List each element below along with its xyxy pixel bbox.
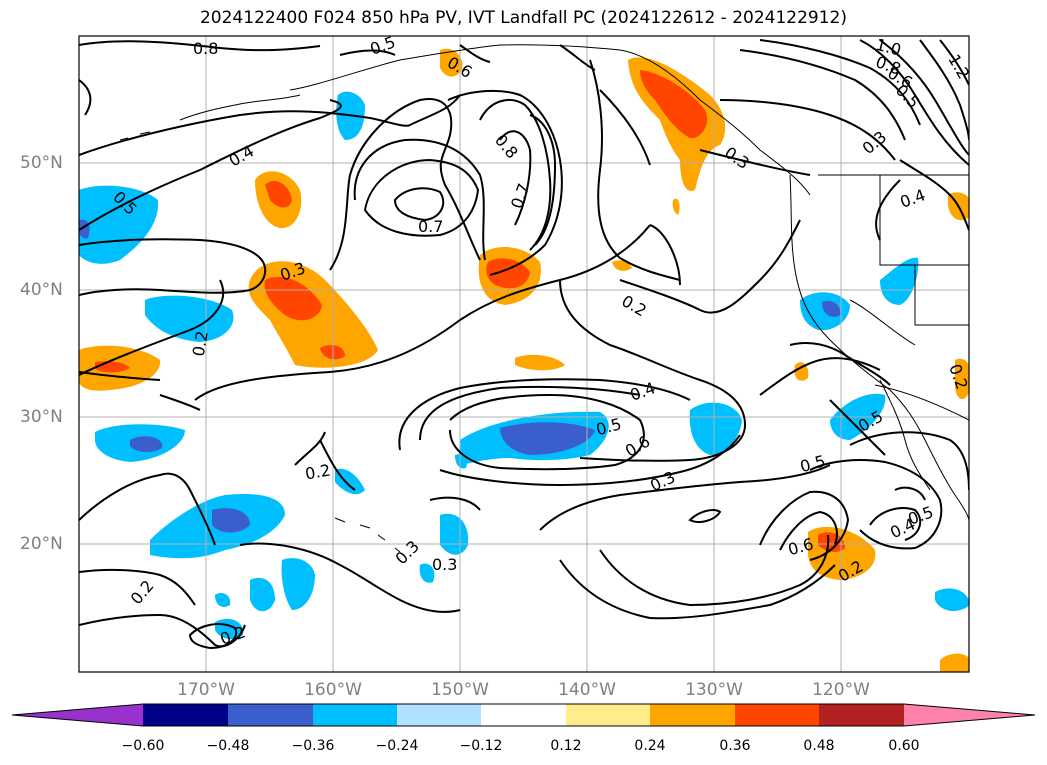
contour-label: 0.2: [304, 460, 332, 483]
colorbar-tick-label: −0.36: [291, 738, 335, 754]
contour-label: 1.0: [874, 35, 904, 60]
lon-label: 150°W: [431, 680, 489, 700]
contour-label: 0.2: [189, 329, 212, 357]
colorbar-segment: [735, 704, 819, 726]
lon-label: 160°W: [304, 680, 362, 700]
lon-label: 170°W: [177, 680, 235, 700]
lon-label: 140°W: [558, 680, 616, 700]
map-title: 2024122400 F024 850 hPa PV, IVT Landfall…: [199, 8, 847, 28]
colorbar-segment: [143, 704, 228, 726]
negative-anomaly-shading: [79, 91, 969, 640]
pv-contours: [79, 39, 969, 650]
lon-label: 130°W: [685, 680, 743, 700]
lat-label: 40°N: [20, 280, 63, 300]
colorbar: [11, 703, 1036, 727]
colorbar-segment: [481, 704, 566, 726]
contour-label: 0.7: [418, 217, 443, 236]
plot-frame: [78, 35, 970, 673]
colorbar-segment: [566, 704, 650, 726]
colorbar-tick-label: −0.24: [375, 738, 419, 754]
colorbar-extend-max: [904, 704, 1035, 726]
colorbar-segment: [650, 704, 735, 726]
colorbar-tick-label: 0.48: [803, 738, 835, 754]
colorbar-tick-label: −0.60: [121, 738, 165, 754]
colorbar-tick-label: −0.12: [459, 738, 503, 754]
coastlines: [119, 44, 969, 553]
colorbar-tick-label: 0.60: [888, 738, 920, 754]
colorbar-segment: [313, 704, 397, 726]
contour-label: 0.2: [945, 362, 972, 392]
contour-label: 0.8: [193, 39, 218, 58]
colorbar-segment: [397, 704, 481, 726]
colorbar-segment: [228, 704, 313, 726]
lat-label: 20°N: [20, 534, 63, 554]
colorbar-tick-label: −0.48: [206, 738, 250, 754]
colorbar-tick-label: 0.36: [719, 738, 751, 754]
colorbar-tick-label: 0.12: [550, 738, 582, 754]
colorbar-outline: [11, 703, 1036, 727]
lat-label: 30°N: [20, 407, 63, 427]
colorbar-segment: [819, 704, 904, 726]
contour-label: 0.3: [432, 555, 457, 574]
colorbar-tick-label: 0.24: [634, 738, 666, 754]
lon-label: 120°W: [812, 680, 870, 700]
colorbar-extend-min: [12, 704, 143, 726]
lat-label: 50°N: [20, 153, 63, 173]
